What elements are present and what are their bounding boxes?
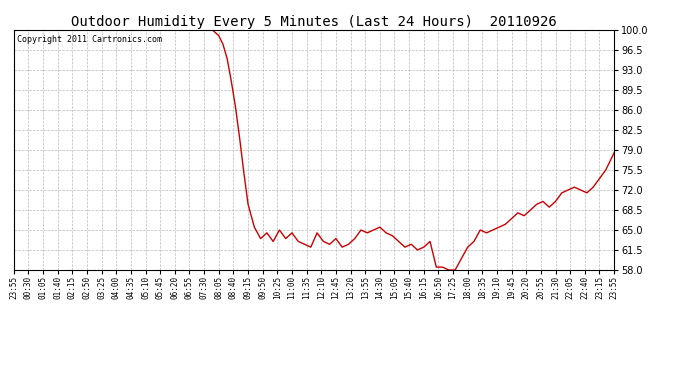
Title: Outdoor Humidity Every 5 Minutes (Last 24 Hours)  20110926: Outdoor Humidity Every 5 Minutes (Last 2… xyxy=(71,15,557,29)
Text: Copyright 2011 Cartronics.com: Copyright 2011 Cartronics.com xyxy=(17,35,161,44)
